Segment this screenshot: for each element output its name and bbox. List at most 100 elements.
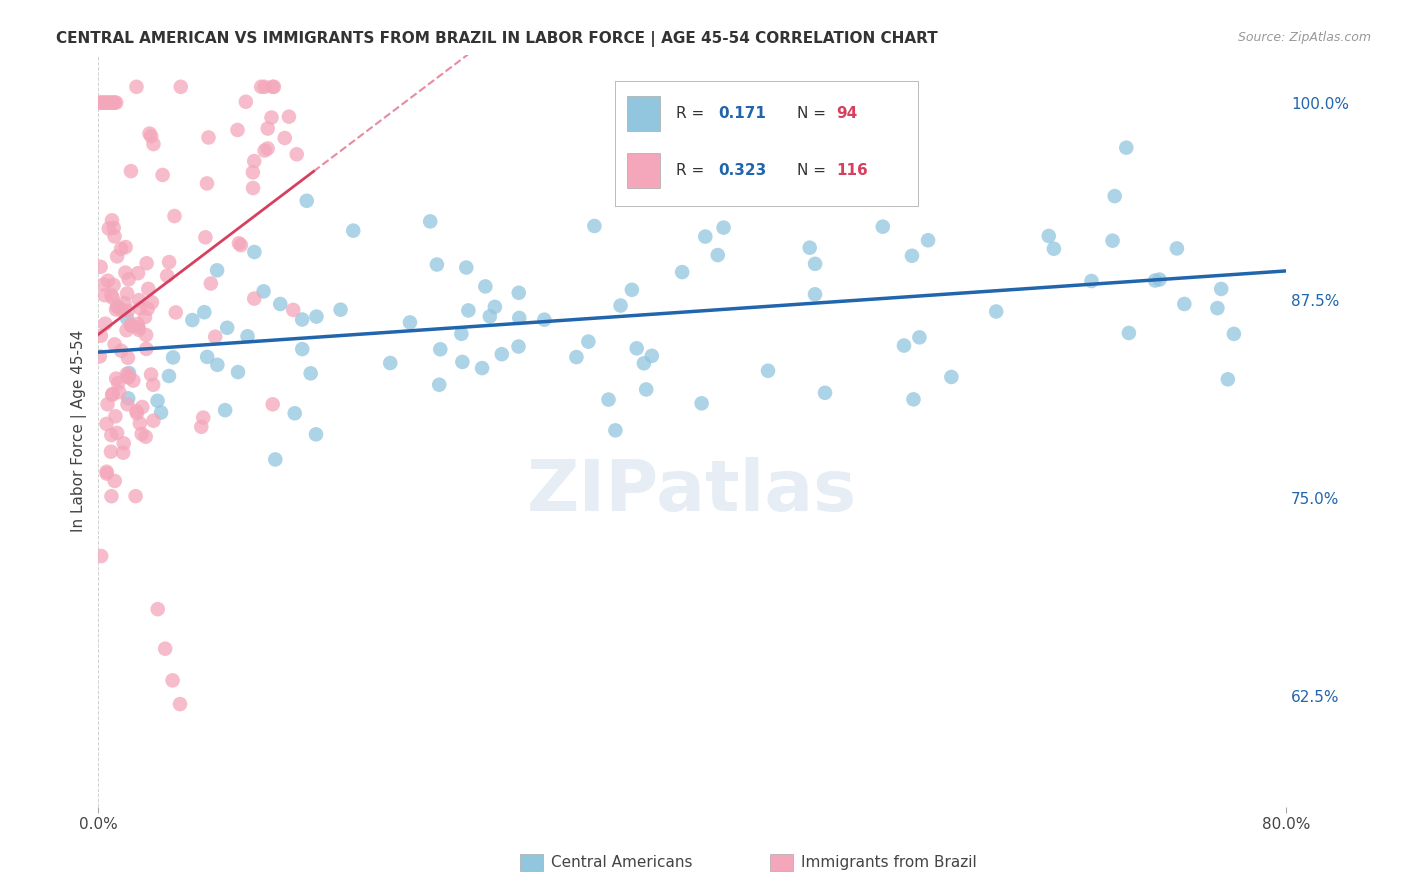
Point	[117, 351, 139, 365]
Point	[804, 257, 827, 271]
Point	[150, 405, 173, 419]
Point	[129, 301, 152, 316]
Point	[117, 370, 139, 384]
Point	[262, 79, 284, 94]
Point	[1101, 234, 1123, 248]
Point	[127, 320, 149, 334]
Point	[284, 406, 307, 420]
Point	[583, 219, 606, 233]
Point	[120, 318, 142, 332]
Point	[90, 328, 112, 343]
Point	[236, 329, 259, 343]
Point	[450, 326, 472, 341]
Point	[283, 302, 305, 317]
Point	[1144, 273, 1167, 287]
Point	[193, 305, 215, 319]
Point	[96, 95, 118, 110]
Point	[799, 241, 821, 255]
Point	[508, 339, 530, 353]
Point	[142, 377, 165, 392]
Point	[901, 249, 924, 263]
Point	[110, 343, 132, 358]
Point	[426, 258, 449, 272]
Point	[242, 165, 264, 179]
Point	[872, 219, 894, 234]
Point	[103, 95, 125, 110]
Point	[217, 320, 239, 334]
Point	[94, 317, 117, 331]
Point	[141, 129, 163, 144]
Point	[163, 209, 186, 223]
Point	[105, 371, 128, 385]
Point	[1104, 189, 1126, 203]
Point	[134, 310, 156, 324]
Point	[252, 285, 274, 299]
Point	[89, 350, 111, 364]
Point	[214, 403, 236, 417]
Point	[228, 236, 250, 251]
Point	[131, 400, 153, 414]
Point	[146, 602, 169, 616]
Point	[1115, 141, 1137, 155]
Point	[131, 427, 153, 442]
Point	[115, 311, 138, 326]
Point	[260, 111, 283, 125]
Point	[162, 351, 184, 365]
Point	[136, 282, 159, 296]
Point	[609, 299, 631, 313]
Point	[115, 286, 138, 301]
Point	[285, 147, 308, 161]
Point	[114, 266, 136, 280]
Point	[291, 312, 314, 326]
Point	[125, 404, 148, 418]
Text: Source: ZipAtlas.com: Source: ZipAtlas.com	[1237, 31, 1371, 45]
Point	[107, 300, 129, 314]
Point	[508, 310, 530, 325]
Point	[1216, 372, 1239, 386]
Y-axis label: In Labor Force | Age 45-54: In Labor Force | Age 45-54	[72, 330, 87, 533]
Point	[305, 427, 328, 442]
Point	[91, 95, 114, 110]
Point	[256, 121, 278, 136]
Point	[127, 266, 149, 280]
Point	[1223, 326, 1246, 341]
Point	[96, 397, 118, 411]
Point	[136, 301, 159, 316]
Point	[243, 154, 266, 169]
Point	[1173, 297, 1195, 311]
Point	[117, 370, 139, 384]
Point	[804, 287, 827, 301]
Point	[195, 350, 218, 364]
Point	[105, 300, 128, 314]
Point	[103, 220, 125, 235]
Point	[120, 164, 142, 178]
Point	[419, 214, 441, 228]
Point	[1211, 282, 1233, 296]
Point	[825, 178, 848, 192]
Point	[598, 392, 620, 407]
Point	[229, 238, 252, 252]
Point	[671, 265, 693, 279]
Point	[243, 292, 266, 306]
Point	[713, 220, 735, 235]
Point	[115, 367, 138, 381]
Point	[986, 304, 1008, 318]
Point	[626, 342, 648, 356]
Point	[157, 255, 180, 269]
Point	[620, 283, 643, 297]
Point	[706, 248, 728, 262]
Point	[89, 95, 111, 110]
Point	[508, 285, 530, 300]
Point	[478, 310, 501, 324]
Point	[127, 317, 149, 331]
Point	[128, 323, 150, 337]
Point	[112, 446, 135, 460]
Point	[491, 347, 513, 361]
Point	[122, 374, 145, 388]
Point	[103, 229, 125, 244]
Point	[181, 313, 204, 327]
Point	[96, 417, 118, 431]
Point	[1206, 301, 1229, 315]
Point	[157, 369, 180, 384]
Point	[305, 310, 328, 324]
